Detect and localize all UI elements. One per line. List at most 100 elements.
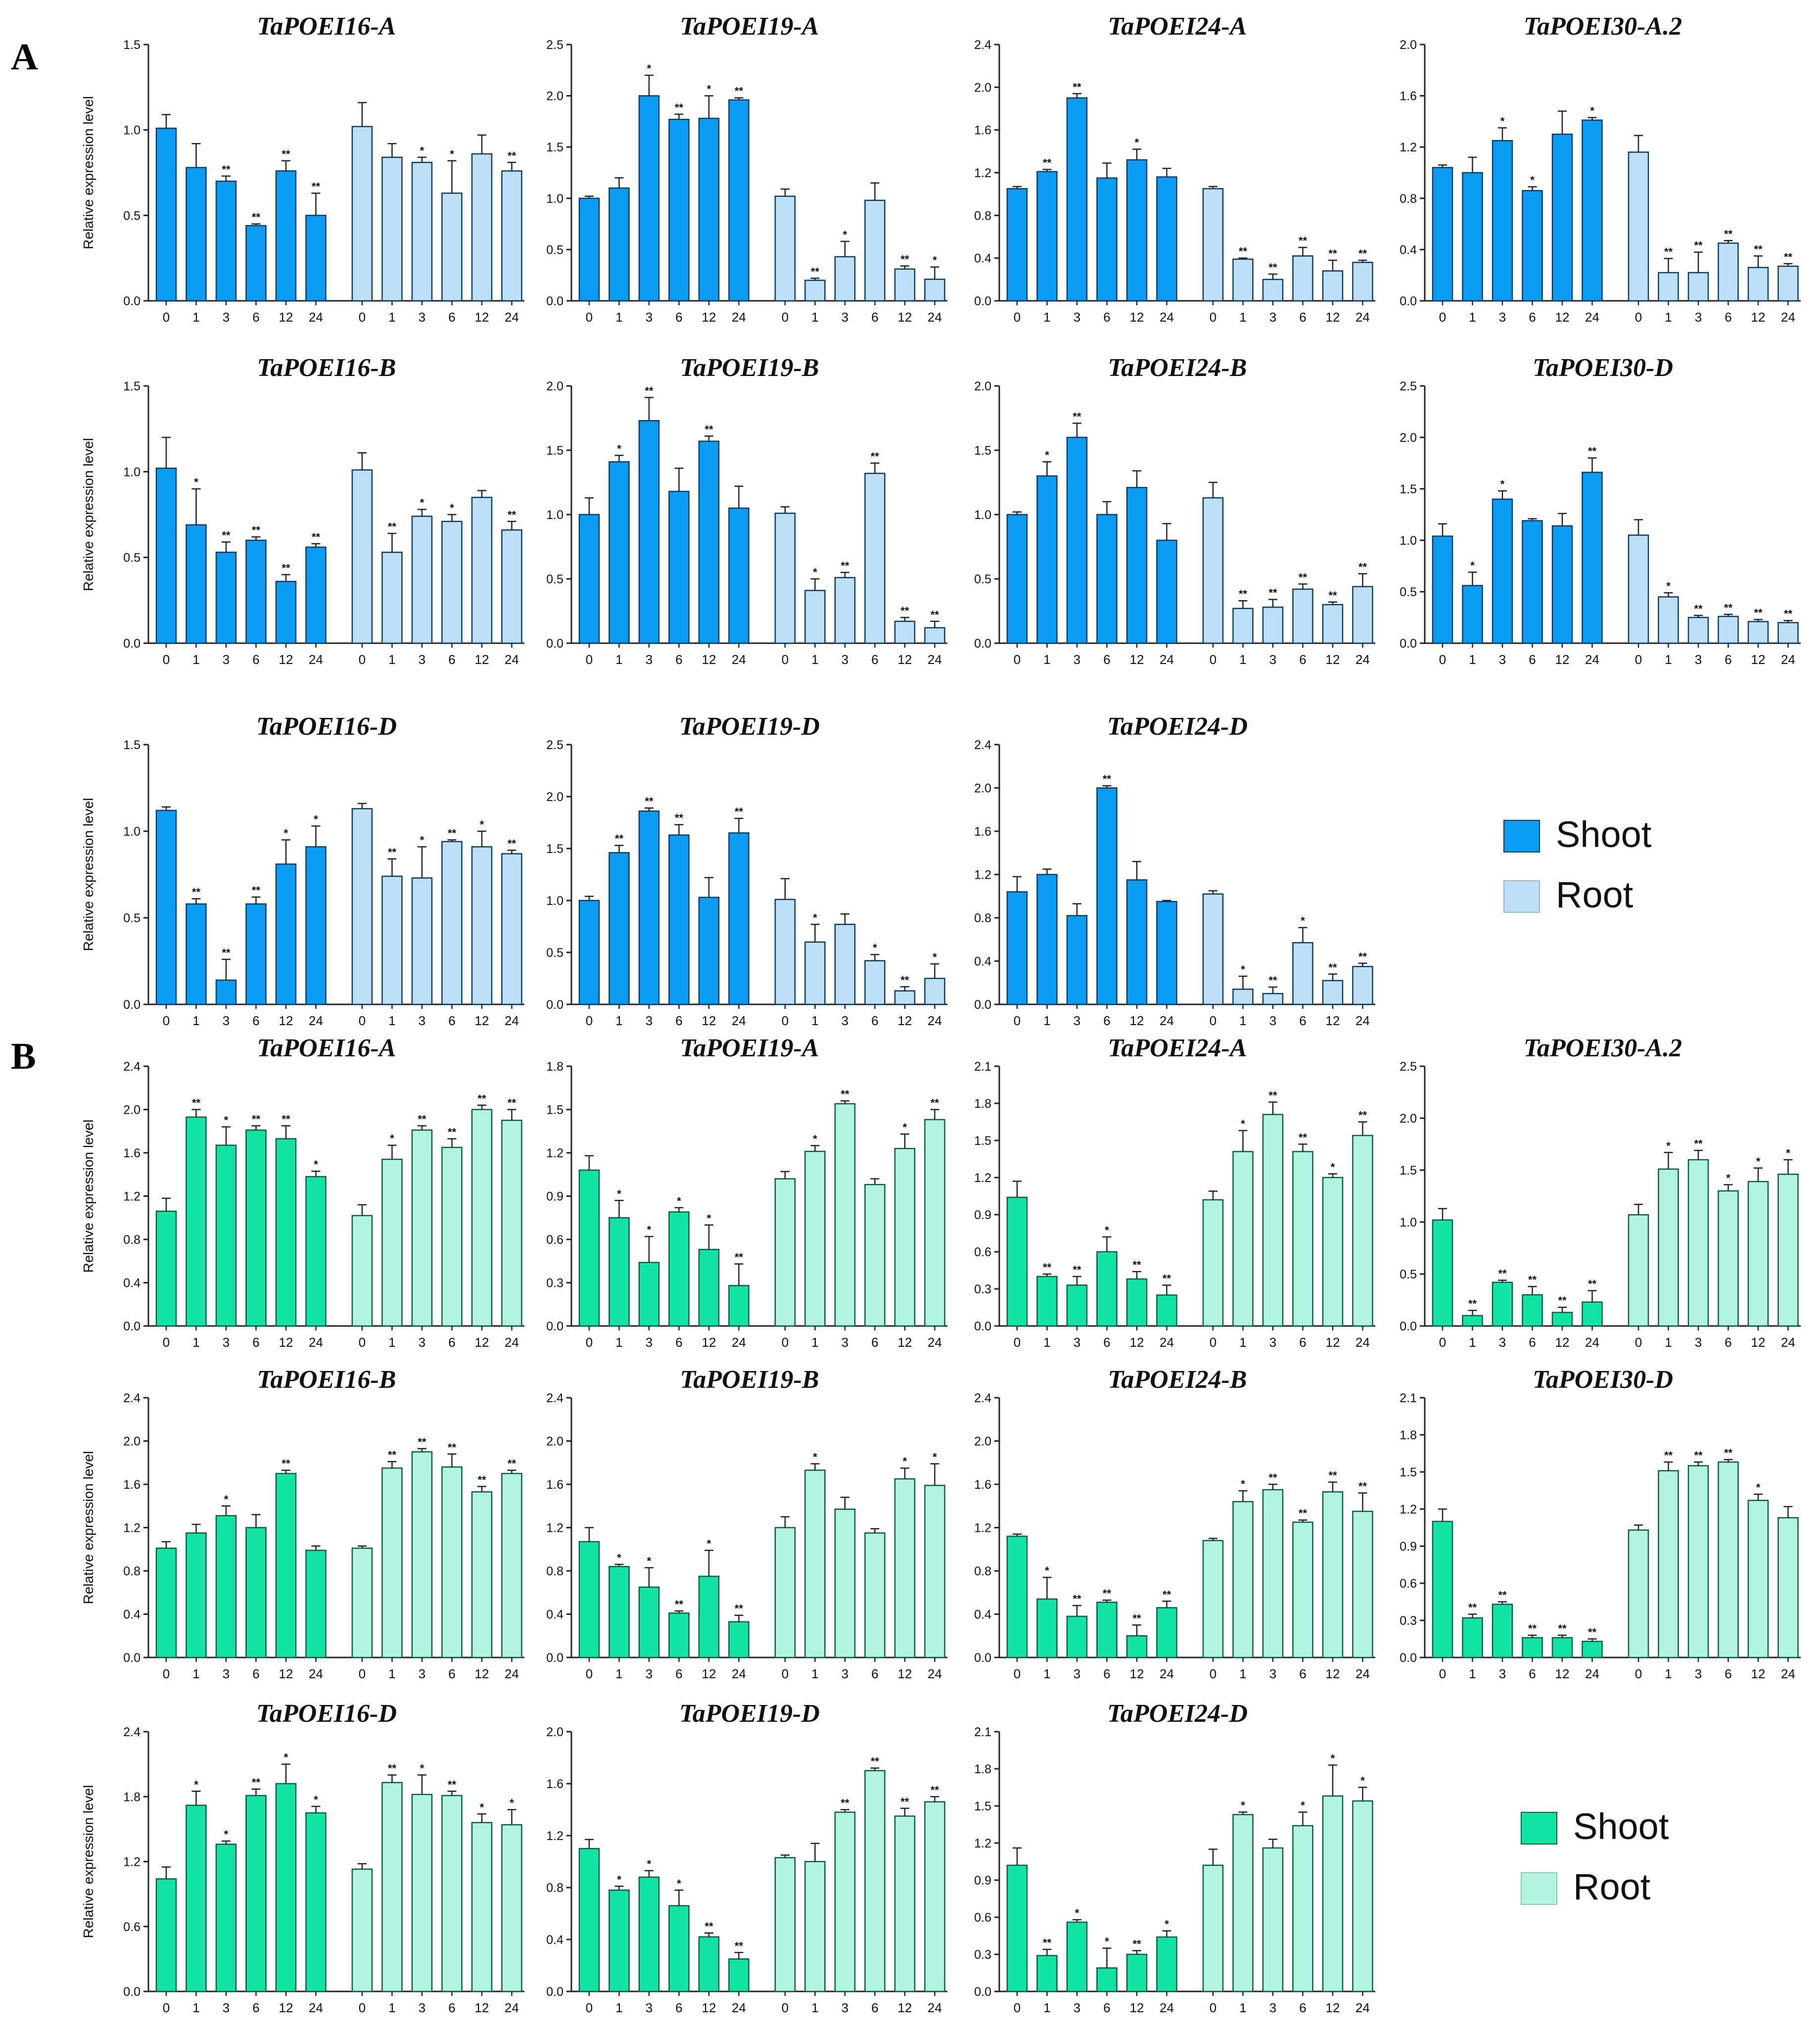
x-tick-label: 1: [1469, 1666, 1476, 1681]
x-tick-label: 6: [1529, 1335, 1536, 1350]
x-tick-label: 6: [1299, 1666, 1306, 1681]
x-tick-label: 3: [646, 1666, 653, 1681]
shoot-bar: [1522, 1637, 1543, 1658]
shoot-bar: [1066, 436, 1088, 644]
shoot-bar: [1492, 1604, 1513, 1658]
shoot-bar: [1432, 1219, 1453, 1327]
root-bar: [1687, 1465, 1709, 1658]
significance-marker: **: [1043, 157, 1052, 169]
shoot-bar: [215, 1515, 237, 1658]
y-tick-label: 1.0: [546, 894, 563, 908]
y-tick-label: 2.0: [1400, 38, 1417, 52]
shoot-bar: [1036, 874, 1058, 1005]
y-tick-label: 0.0: [123, 294, 140, 308]
y-tick-label: 2.0: [123, 1103, 140, 1117]
x-tick-label: 12: [1326, 1335, 1340, 1350]
x-tick-label: 12: [1751, 1666, 1766, 1681]
y-tick-label: 0.6: [123, 1920, 140, 1934]
x-tick-label: 12: [898, 2000, 912, 2015]
root-bar: [864, 1532, 886, 1658]
shoot-bar: [186, 167, 207, 302]
shoot-bar: [245, 1129, 267, 1327]
root-bar: [894, 1478, 916, 1658]
significance-marker: *: [1135, 137, 1139, 149]
significance-marker: *: [1045, 449, 1049, 461]
root-bar: [1628, 1529, 1649, 1658]
y-tick-label: 1.0: [1400, 534, 1417, 548]
x-tick-label: 1: [1665, 652, 1672, 667]
y-tick-label: 0.4: [974, 955, 991, 969]
x-tick-label: 24: [505, 310, 519, 325]
significance-marker: **: [1132, 1938, 1141, 1950]
significance-marker: **: [1724, 1447, 1733, 1459]
x-tick-label: 3: [1269, 1335, 1276, 1350]
x-tick-label: 3: [419, 1013, 425, 1028]
x-tick-label: 12: [898, 1335, 912, 1350]
shoot-bar: [728, 1621, 749, 1658]
chart-a-tapoei16-a: TaPOEI16-A Relative expression level 0.0 0.…: [81, 12, 524, 325]
x-tick-label: 6: [675, 652, 682, 667]
significance-marker: *: [707, 1537, 711, 1550]
shoot-bar: [215, 552, 237, 644]
significance-marker: **: [675, 812, 684, 824]
y-axis-label: Relative expression level: [81, 1451, 96, 1605]
chart-b-tapoei19-a: TaPOEI19-A 0.0 0.3 0.6 0.9 1.2 1.5 1.8 0 * 1 * 3 * 6 * 1…: [546, 1034, 947, 1350]
x-tick-label: 6: [252, 1335, 259, 1350]
significance-marker: *: [420, 497, 424, 509]
y-tick-label: 0.8: [974, 911, 991, 925]
x-tick-label: 6: [1103, 1666, 1110, 1681]
root-bar: [834, 1103, 856, 1327]
significance-marker: *: [390, 1133, 394, 1145]
y-axis-label: Relative expression level: [81, 1785, 96, 1939]
significance-marker: *: [1666, 580, 1671, 592]
chart-a-tapoei30-a.2: TaPOEI30-A.2 0.0 0.4 0.8 1.2 1.6 2.0 0 1 * 3 * 6 12 * 2…: [1400, 12, 1801, 325]
y-tick-label: 1.2: [546, 1829, 563, 1843]
significance-marker: **: [388, 846, 397, 858]
significance-marker: **: [192, 1097, 201, 1109]
y-tick-label: 2.4: [123, 1725, 140, 1739]
y-tick-label: 1.6: [974, 124, 991, 138]
root-bar: [774, 899, 796, 1005]
root-bar: [501, 170, 522, 302]
root-bar: [1718, 615, 1739, 644]
x-tick-label: 6: [1103, 652, 1110, 667]
significance-marker: **: [1132, 1612, 1141, 1624]
x-tick-label: 24: [1355, 1013, 1370, 1028]
chart-title: TaPOEI16-D: [256, 1700, 397, 1728]
y-tick-label: 0.9: [974, 1874, 991, 1888]
root-bar: [924, 978, 945, 1005]
y-tick-label: 2.1: [974, 1060, 991, 1074]
significance-marker: **: [1694, 239, 1703, 252]
root-bar: [1232, 989, 1254, 1005]
significance-marker: *: [314, 813, 318, 826]
x-tick-label: 0: [163, 1335, 170, 1350]
shoot-bar: [1066, 1921, 1088, 1992]
x-tick-label: 3: [646, 1335, 653, 1350]
significance-marker: *: [224, 1114, 229, 1127]
significance-marker: **: [1784, 251, 1793, 263]
shoot-bar: [215, 979, 237, 1005]
x-tick-label: 24: [1781, 652, 1795, 667]
shoot-bar: [1551, 525, 1573, 644]
x-tick-label: 1: [388, 2000, 395, 2015]
y-tick-label: 0.8: [546, 1881, 563, 1895]
x-tick-label: 3: [841, 1335, 848, 1350]
chart-title: TaPOEI24-B: [1108, 1366, 1247, 1394]
root-bar: [1687, 616, 1709, 644]
x-tick-label: 3: [223, 2000, 230, 2015]
root-bar: [1658, 272, 1679, 302]
y-tick-label: 0.0: [546, 294, 563, 308]
y-tick-label: 2.5: [546, 738, 563, 752]
shoot-bar: [1006, 891, 1028, 1005]
y-tick-label: 2.4: [974, 38, 991, 52]
significance-marker: **: [508, 509, 516, 521]
x-tick-label: 3: [646, 652, 653, 667]
x-tick-label: 24: [928, 1335, 942, 1350]
significance-marker: *: [813, 1133, 817, 1145]
shoot-bar: [608, 1566, 630, 1658]
y-tick-label: 2.0: [546, 1435, 563, 1449]
x-tick-label: 1: [1043, 1335, 1050, 1350]
x-tick-label: 1: [1043, 310, 1050, 325]
y-tick-label: 0.4: [123, 1277, 140, 1290]
shoot-bar: [608, 852, 630, 1005]
